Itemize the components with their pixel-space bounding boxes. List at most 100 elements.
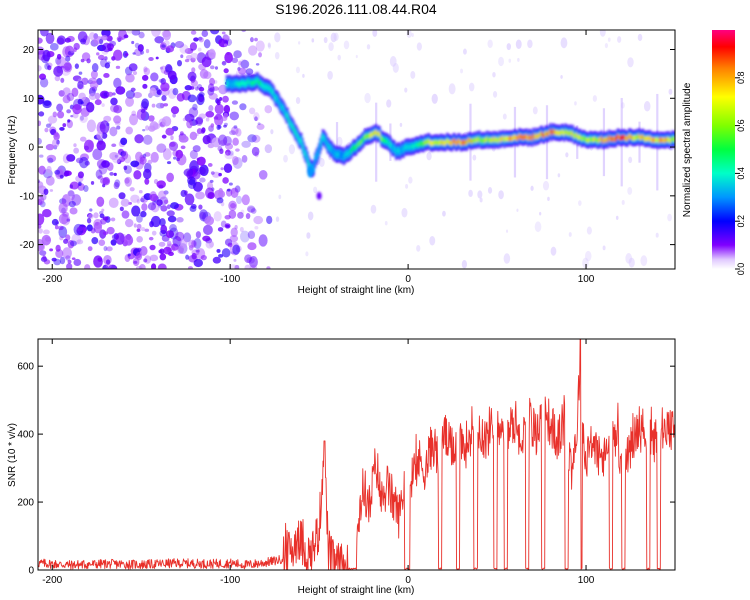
ridge-core (299, 138, 302, 144)
noise-blob (232, 137, 239, 146)
noise-blob (116, 158, 122, 165)
ridge-core (473, 137, 476, 143)
ridge-core (527, 136, 530, 142)
noise-blob (189, 149, 198, 160)
ridge-core (437, 140, 440, 146)
ridge-core (644, 136, 647, 142)
noise-blob (151, 230, 157, 236)
noise-blob (231, 156, 239, 166)
noise-blob (38, 165, 46, 175)
noise-blob (201, 127, 206, 133)
ridge-core (513, 134, 516, 140)
noise-blob (199, 177, 206, 183)
ridge-core (544, 130, 547, 136)
ridge-core (304, 151, 307, 157)
noise-blob (222, 95, 229, 103)
noise-blob (249, 264, 258, 269)
noise-blob (230, 187, 236, 194)
noise-blob (87, 246, 93, 252)
noise-blob (101, 132, 108, 139)
noise-blob (311, 38, 315, 43)
noise-blob (140, 227, 146, 232)
noise-blob (183, 168, 194, 177)
noise-blob (160, 82, 170, 92)
x-tick-label: 100 (578, 575, 595, 586)
ridge-core (587, 137, 589, 143)
noise-blob (216, 99, 221, 106)
noise-blob (223, 163, 233, 174)
noise-blob (200, 254, 207, 261)
noise-blob (103, 72, 110, 78)
ridge-core (355, 144, 358, 150)
noise-blob (144, 152, 151, 157)
noise-blob (539, 211, 542, 216)
noise-blob (211, 171, 221, 178)
noise-blob (246, 256, 255, 264)
noise-blob (249, 37, 254, 43)
ridge-core (458, 138, 461, 144)
noise-blob (95, 169, 103, 179)
noise-blob (209, 65, 215, 70)
snr-series-line (38, 339, 675, 570)
noise-blob (188, 107, 199, 118)
noise-blob (184, 59, 190, 63)
colorbar-label: Normalized spectral amplitude (682, 82, 693, 217)
spectrogram-content (38, 30, 675, 269)
noise-blob (191, 67, 196, 73)
ridge-core (335, 152, 338, 158)
noise-blob (170, 202, 179, 209)
noise-blob (216, 197, 224, 204)
ridge-core (340, 153, 343, 159)
noise-blob (132, 71, 138, 76)
ridge-core (486, 136, 488, 142)
ridge-core (537, 133, 539, 139)
noise-blob (98, 239, 106, 246)
y-tick-label: -20 (20, 240, 35, 251)
noise-blob (198, 91, 205, 97)
noise-blob (174, 41, 185, 49)
noise-blob (197, 166, 206, 175)
noise-blob (274, 32, 281, 43)
noise-blob (258, 52, 262, 58)
noise-blob (169, 224, 177, 233)
ridge-core (362, 136, 365, 142)
noise-blob (121, 210, 130, 219)
ridge-core (569, 129, 572, 135)
noise-blob (59, 174, 64, 179)
ridge-core (555, 130, 558, 136)
noise-blob (189, 86, 195, 90)
ridge-core (653, 137, 655, 143)
chart-title: S196.2026.111.08.44.R04 (275, 1, 437, 17)
ridge-drop (316, 191, 322, 200)
colorbar-tick-label: 0.8 (736, 72, 746, 85)
noise-blob (187, 94, 197, 103)
ridge-core (374, 130, 376, 136)
noise-blob (106, 122, 110, 127)
ridge-core (369, 133, 371, 139)
noise-blob (176, 217, 184, 223)
noise-blob (78, 181, 82, 187)
noise-blob (318, 157, 325, 167)
noise-blob (202, 134, 211, 145)
ridge-core (517, 135, 520, 141)
noise-blob (147, 159, 153, 164)
noise-blob (134, 134, 144, 144)
noise-blob (120, 198, 130, 207)
noise-blob (208, 48, 216, 59)
y-tick-label: -10 (20, 191, 35, 202)
noise-blob (176, 153, 187, 166)
noise-blob (219, 97, 223, 101)
noise-blob (54, 75, 61, 82)
ridge-core (516, 135, 518, 141)
noise-blob (38, 46, 45, 55)
ridge-core (377, 130, 380, 136)
noise-blob (416, 244, 421, 252)
noise-blob (460, 68, 464, 74)
ridge-core (669, 138, 672, 144)
ridge-core (356, 142, 359, 148)
noise-blob (66, 263, 73, 269)
noise-blob (224, 143, 234, 150)
ridge-core (529, 135, 532, 141)
noise-blob (53, 65, 64, 77)
noise-blob (127, 253, 131, 257)
